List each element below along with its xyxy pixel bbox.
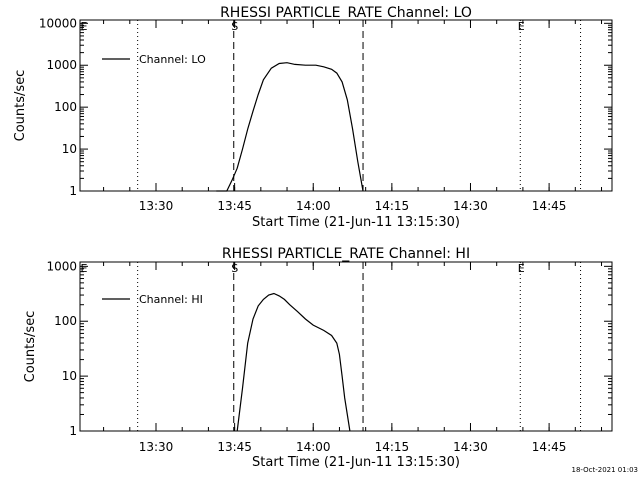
x-tick-label: 14:15 bbox=[375, 199, 410, 213]
x-tick-label: 13:45 bbox=[217, 440, 252, 454]
y-tick-label: 1 bbox=[69, 184, 77, 198]
plot-frame bbox=[79, 261, 613, 432]
legend-label: Channel: HI bbox=[139, 293, 203, 306]
y-tick-label: 1000 bbox=[46, 58, 77, 72]
x-tick-label: 13:30 bbox=[139, 199, 174, 213]
series-line bbox=[236, 292, 351, 432]
edge-marker-label: E bbox=[81, 20, 88, 33]
marker-label: E bbox=[518, 262, 525, 275]
edge-marker-label: E bbox=[81, 262, 88, 275]
x-tick-label: 14:30 bbox=[453, 440, 488, 454]
x-tick-label: 14:15 bbox=[375, 440, 410, 454]
x-axis-label: Start Time (21-Jun-11 13:15:30) bbox=[252, 455, 460, 470]
y-axis-label: Counts/sec bbox=[13, 70, 28, 142]
y-tick-label: 10 bbox=[62, 142, 77, 156]
x-tick-label: 14:00 bbox=[296, 440, 331, 454]
series-line bbox=[216, 62, 364, 192]
chart-panel-1: RHESSI PARTICLE_RATE Channel: HI 13:30 13:… bbox=[23, 246, 613, 470]
x-tick-label: 14:00 bbox=[296, 199, 331, 213]
y-tick-label: 1000 bbox=[46, 259, 77, 273]
x-axis-label: Start Time (21-Jun-11 13:15:30) bbox=[252, 215, 460, 230]
chart-title: RHESSI PARTICLE_RATE Channel: LO bbox=[220, 5, 472, 21]
x-tick-label: 14:45 bbox=[532, 199, 567, 213]
marker-label: S bbox=[231, 262, 238, 275]
x-tick-label: 13:45 bbox=[217, 199, 252, 213]
legend-label: Channel: LO bbox=[139, 53, 206, 66]
y-tick-label: 100 bbox=[54, 314, 77, 328]
marker-label: E bbox=[518, 20, 525, 33]
footer-timestamp: 18-Oct-2021 01:03 bbox=[571, 466, 638, 474]
chart-panel-0: RHESSI PARTICLE_RATE Channel: LO 13:30 13:… bbox=[13, 5, 613, 230]
x-tick-label: 13:30 bbox=[139, 440, 174, 454]
x-tick-label: 14:45 bbox=[532, 440, 567, 454]
x-tick-label: 14:30 bbox=[453, 199, 488, 213]
y-tick-label: 100 bbox=[54, 100, 77, 114]
y-axis-label: Counts/sec bbox=[23, 311, 38, 383]
y-tick-label: 10 bbox=[62, 369, 77, 383]
marker-label: S bbox=[231, 20, 238, 33]
plot-frame bbox=[79, 19, 613, 192]
chart-title: RHESSI PARTICLE_RATE Channel: HI bbox=[222, 246, 470, 262]
y-tick-label: 10000 bbox=[39, 16, 77, 30]
y-tick-label: 1 bbox=[69, 424, 77, 438]
